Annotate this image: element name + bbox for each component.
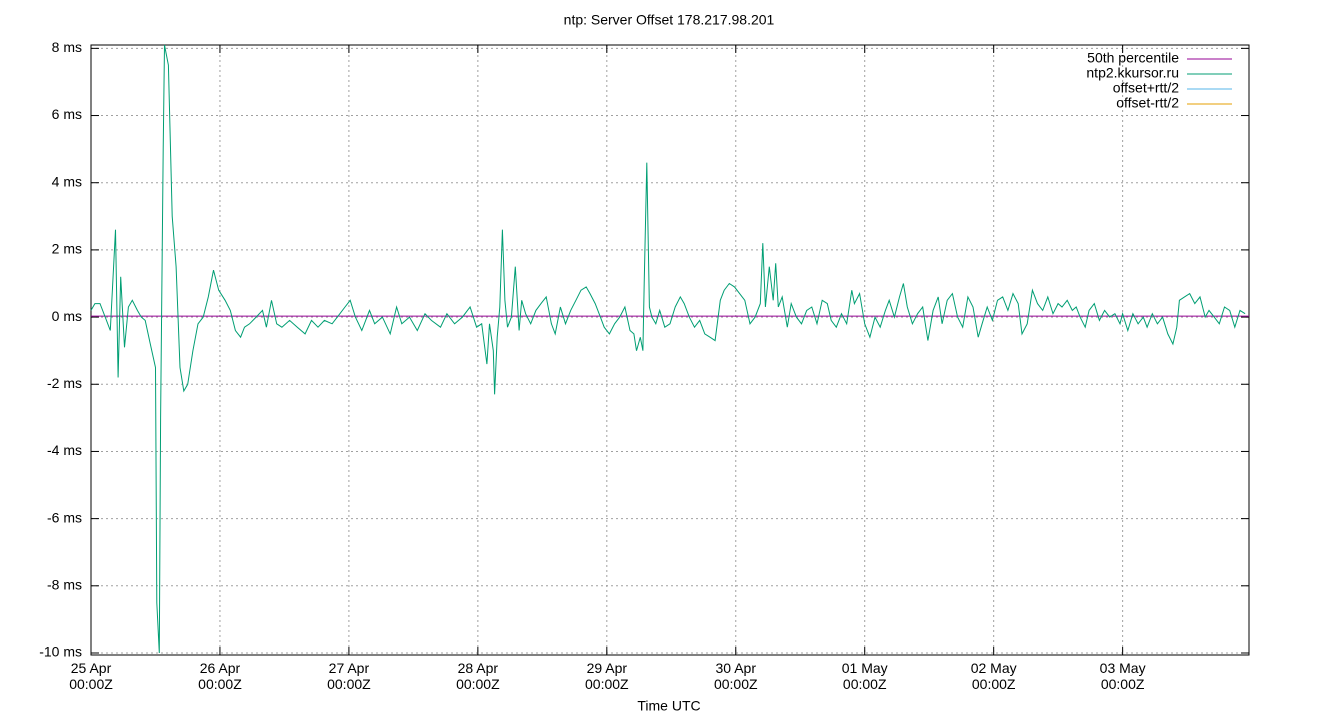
x-tick-label: 28 Apr 00:00Z (456, 660, 500, 692)
x-tick-label: 01 May 00:00Z (842, 660, 888, 692)
x-axis-title: Time UTC (637, 698, 700, 714)
legend-label: offset+rtt/2 (1113, 80, 1179, 96)
x-tick-label: 25 Apr 00:00Z (69, 660, 113, 692)
y-tick-label: 8 ms (52, 39, 82, 55)
x-tick-label: 27 Apr 00:00Z (327, 660, 371, 692)
y-tick-label: -2 ms (47, 375, 82, 391)
legend-label: offset-rtt/2 (1116, 95, 1179, 111)
x-tick-label: 03 May 00:00Z (1100, 660, 1146, 692)
x-tick-label: 29 Apr 00:00Z (585, 660, 629, 692)
x-tick-label: 30 Apr 00:00Z (714, 660, 758, 692)
series-line (90, 44, 1246, 654)
x-tick-label: 02 May 00:00Z (971, 660, 1017, 692)
plot-frame (90, 44, 1250, 656)
y-tick-label: -8 ms (47, 577, 82, 593)
chart-title: ntp: Server Offset 178.217.98.201 (564, 12, 775, 28)
x-tick-label: 26 Apr 00:00Z (198, 660, 242, 692)
y-tick-label: 0 ms (52, 308, 82, 324)
y-tick-label: -4 ms (47, 442, 82, 458)
legend-label: 50th percentile (1087, 50, 1179, 66)
y-tick-label: -10 ms (39, 644, 82, 660)
y-tick-label: 4 ms (52, 173, 82, 189)
y-tick-label: -6 ms (47, 509, 82, 525)
y-tick-label: 6 ms (52, 106, 82, 122)
legend-label: ntp2.kkursor.ru (1086, 65, 1179, 81)
y-tick-label: 2 ms (52, 241, 82, 257)
